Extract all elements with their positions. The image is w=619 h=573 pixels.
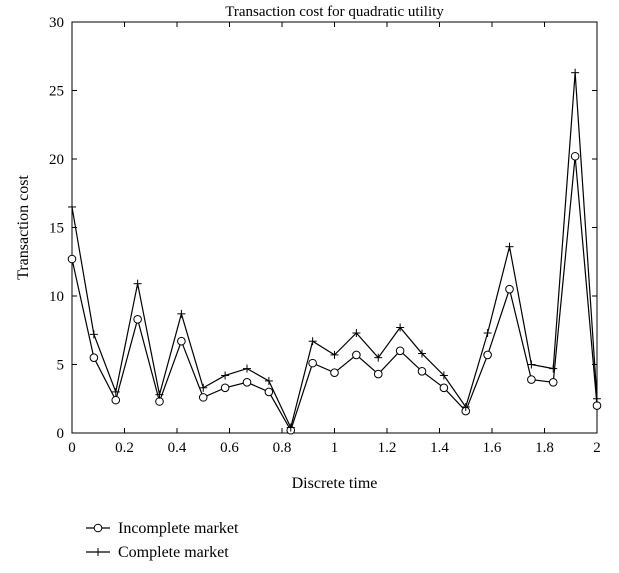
- legend-marker: [93, 523, 103, 533]
- data-point: [461, 402, 470, 411]
- y-tick-label: 10: [49, 289, 64, 305]
- data-point: [264, 376, 273, 385]
- data-point: [548, 378, 558, 387]
- data-point: [111, 387, 120, 396]
- data-point: [374, 353, 383, 362]
- data-point: [133, 314, 142, 324]
- data-point: [592, 401, 602, 410]
- data-point: [155, 390, 164, 399]
- x-tick-label: 1.6: [483, 440, 502, 456]
- chart-title: Transaction cost for quadratic utility: [225, 4, 444, 20]
- data-point: [133, 279, 142, 288]
- data-point: [395, 346, 405, 356]
- data-point: [352, 328, 361, 337]
- data-point: [243, 364, 252, 373]
- legend-label: Incomplete market: [118, 520, 239, 537]
- data-point: [308, 358, 317, 368]
- data-point: [199, 383, 208, 392]
- series-incomplete-market: [67, 151, 602, 435]
- data-point: [242, 378, 252, 387]
- data-point: [505, 242, 514, 251]
- x-tick-label: 1: [331, 440, 339, 456]
- data-point: [330, 368, 339, 378]
- series-layer: [67, 68, 602, 435]
- x-tick-label: 0: [68, 440, 76, 456]
- data-point: [571, 68, 580, 77]
- data-point: [220, 383, 230, 393]
- data-point: [527, 360, 536, 369]
- data-point: [549, 364, 558, 373]
- data-point: [417, 349, 426, 358]
- data-point: [68, 202, 76, 211]
- data-point: [396, 323, 405, 332]
- data-point: [570, 151, 580, 161]
- data-point: [89, 330, 98, 339]
- data-point: [264, 387, 274, 397]
- legend-label: Complete market: [118, 544, 229, 561]
- x-tick-label: 1.8: [535, 440, 554, 456]
- x-tick-label: 0.8: [273, 440, 292, 456]
- data-point: [439, 371, 448, 380]
- x-tick-label: 1.4: [430, 440, 449, 456]
- data-point: [330, 350, 339, 359]
- series-complete-market: [68, 68, 601, 432]
- data-point: [177, 336, 186, 346]
- data-point: [483, 328, 492, 337]
- data-point: [593, 394, 601, 403]
- y-tick-label: 5: [57, 358, 65, 374]
- data-point: [177, 309, 186, 318]
- y-tick-label: 0: [57, 426, 65, 442]
- x-axis-label: Discrete time: [292, 475, 378, 492]
- data-point: [417, 367, 427, 376]
- data-point: [198, 393, 208, 402]
- data-point: [111, 395, 121, 405]
- y-tick-label: 20: [49, 152, 64, 168]
- legend-marker: [94, 548, 102, 556]
- data-point: [286, 423, 295, 432]
- y-tick-label: 25: [49, 84, 64, 100]
- y-axis-label: Transaction cost: [15, 175, 32, 280]
- data-point: [308, 337, 317, 346]
- data-point: [527, 375, 536, 384]
- data-point: [67, 254, 77, 264]
- data-point: [439, 383, 449, 393]
- data-point: [483, 350, 492, 360]
- y-tick-label: 15: [49, 221, 64, 237]
- x-tick-label: 1.2: [378, 440, 397, 456]
- data-point: [89, 353, 99, 362]
- y-tick-label: 30: [49, 15, 64, 31]
- data-point: [505, 284, 514, 294]
- data-point: [352, 350, 361, 360]
- x-tick-label: 2: [593, 440, 601, 456]
- legend: Incomplete market Complete market: [86, 520, 239, 561]
- data-point: [155, 397, 164, 406]
- data-point: [373, 369, 383, 379]
- x-tick-label: 0.4: [168, 440, 187, 456]
- x-tick-label: 0.2: [115, 440, 134, 456]
- x-tick-label: 0.6: [220, 440, 239, 456]
- data-point: [221, 371, 230, 380]
